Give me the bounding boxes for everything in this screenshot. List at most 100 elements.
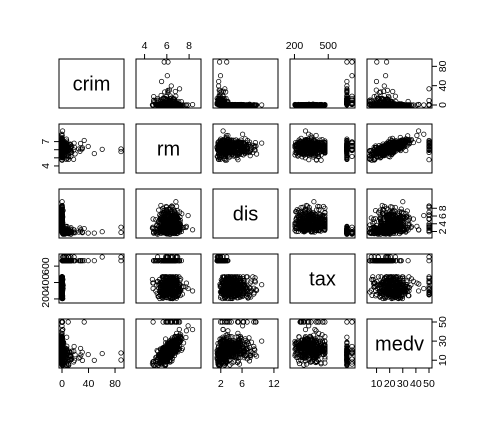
point (164, 73, 170, 79)
point (185, 213, 191, 219)
point (259, 140, 265, 146)
point (169, 99, 175, 105)
point (99, 146, 105, 152)
points-rm-vs-medv (367, 128, 432, 163)
point (383, 73, 389, 79)
point (373, 78, 380, 85)
point (349, 153, 355, 159)
point (81, 137, 87, 143)
points-rm-vs-dis (214, 128, 265, 163)
point (168, 98, 174, 104)
point (168, 102, 174, 108)
point (374, 59, 380, 65)
point (163, 96, 169, 102)
point (118, 146, 124, 152)
point (91, 230, 97, 236)
point (118, 224, 124, 230)
point (392, 93, 398, 99)
panel-tax-vs-dis (212, 253, 279, 304)
point (177, 86, 183, 92)
point (166, 87, 173, 93)
point (85, 230, 91, 236)
point (344, 78, 350, 85)
point (247, 153, 253, 159)
point (220, 128, 226, 134)
panel-rm-vs-dis (212, 123, 279, 174)
point (217, 59, 223, 65)
point (174, 102, 180, 108)
panel-medv-vs-tax (289, 318, 356, 369)
point (414, 132, 420, 139)
points-crim-vs-medv (367, 59, 432, 108)
point (426, 86, 432, 92)
point (179, 102, 185, 108)
point (159, 78, 165, 85)
point (240, 131, 246, 137)
point (168, 83, 174, 89)
point (416, 138, 422, 144)
point (344, 59, 350, 65)
point (254, 151, 260, 157)
panel-crim-vs-crim (58, 58, 125, 109)
point (426, 157, 432, 163)
points-rm-vs-tax (292, 128, 355, 163)
point (91, 151, 97, 157)
point (165, 59, 171, 65)
point (78, 140, 84, 147)
point (118, 229, 124, 235)
point (224, 59, 230, 65)
point (217, 73, 224, 79)
points-dis-vs-rm (149, 199, 196, 237)
point (156, 207, 162, 213)
point (302, 128, 309, 134)
points-crim-vs-tax (292, 59, 355, 108)
point-layer (59, 59, 432, 368)
point (216, 78, 222, 85)
point (176, 102, 182, 108)
panel-dis-vs-crim (58, 188, 125, 239)
point (426, 97, 432, 104)
panel-dis-vs-tax (289, 188, 356, 239)
point (190, 102, 196, 108)
point (313, 132, 319, 139)
point (99, 229, 105, 235)
panel-tax-vs-medv (366, 253, 433, 304)
point (349, 73, 355, 79)
panel-medv-vs-rm (135, 318, 202, 369)
panel-crim-vs-dis (212, 58, 279, 109)
point (384, 59, 390, 65)
point (161, 59, 167, 65)
point (416, 128, 422, 134)
point (159, 102, 166, 108)
panel-layer (58, 58, 433, 369)
point (421, 131, 427, 137)
point (162, 102, 168, 108)
point (381, 83, 387, 89)
point (349, 59, 355, 65)
panel-dis-vs-rm (135, 188, 202, 239)
point (151, 94, 157, 100)
point (71, 156, 77, 162)
point (172, 88, 178, 95)
panel-tax-vs-tax (289, 253, 356, 304)
panel-rm-vs-rm (135, 123, 202, 174)
point (390, 88, 396, 95)
point (373, 87, 379, 93)
point (183, 102, 189, 108)
point (85, 143, 91, 149)
panel-tax-vs-rm (135, 253, 202, 304)
points-crim-vs-rm (149, 59, 196, 108)
panel-rm-vs-tax (289, 123, 356, 174)
point (259, 102, 265, 108)
point (173, 93, 179, 99)
point (173, 199, 179, 205)
points-crim-vs-dis (214, 59, 265, 108)
point (163, 97, 169, 103)
point (216, 83, 222, 89)
panel-rm-vs-medv (366, 123, 433, 174)
panel-dis-vs-dis (212, 188, 279, 239)
points-dis-vs-crim (59, 199, 124, 237)
point (421, 102, 427, 108)
points-rm-vs-crim (59, 128, 124, 163)
